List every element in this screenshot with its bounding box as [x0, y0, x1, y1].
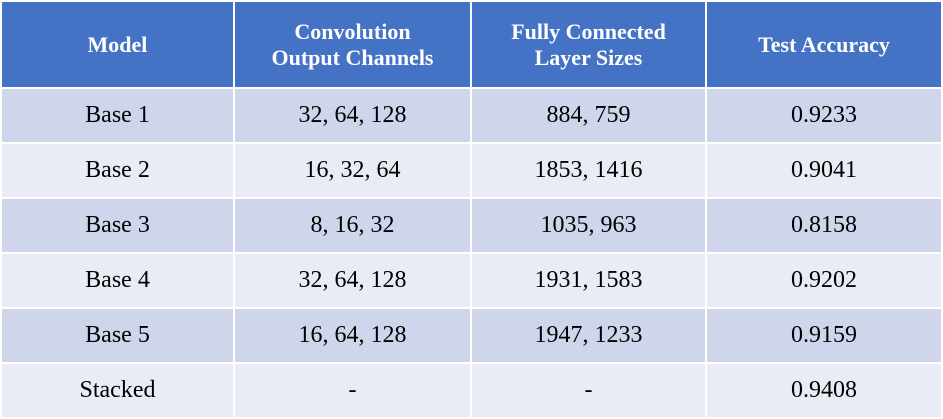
cell-fc-sizes: 1947, 1233 — [470, 307, 707, 364]
table-row: Base 2 16, 32, 64 1853, 1416 0.9041 — [0, 142, 943, 199]
cell-fc-sizes: 1931, 1583 — [470, 252, 707, 309]
cell-fc-sizes: - — [470, 362, 707, 419]
table-row: Base 1 32, 64, 128 884, 759 0.9233 — [0, 87, 943, 144]
cell-test-accuracy: 0.9408 — [705, 362, 943, 419]
header-test-accuracy-line: Test Accuracy — [758, 31, 890, 57]
cell-conv-channels: 32, 64, 128 — [233, 252, 472, 309]
cell-model: Base 3 — [0, 197, 235, 254]
table-row: Base 3 8, 16, 32 1035, 963 0.8158 — [0, 197, 943, 254]
cell-fc-sizes: 1035, 963 — [470, 197, 707, 254]
cell-model: Base 2 — [0, 142, 235, 199]
cell-model: Base 4 — [0, 252, 235, 309]
table-row: Stacked - - 0.9408 — [0, 362, 943, 419]
header-model: Model — [0, 0, 235, 89]
cell-model: Stacked — [0, 362, 235, 419]
cell-fc-sizes: 884, 759 — [470, 87, 707, 144]
header-model-line: Model — [87, 31, 148, 57]
cell-conv-channels: 16, 32, 64 — [233, 142, 472, 199]
cell-test-accuracy: 0.8158 — [705, 197, 943, 254]
cell-conv-channels: 16, 64, 128 — [233, 307, 472, 364]
header-conv-channels-line2: Output Channels — [271, 44, 434, 70]
cell-test-accuracy: 0.9159 — [705, 307, 943, 364]
table-row: Base 5 16, 64, 128 1947, 1233 0.9159 — [0, 307, 943, 364]
cell-model: Base 1 — [0, 87, 235, 144]
table-header: Model Convolution Output Channels Fully … — [0, 0, 943, 89]
cell-fc-sizes: 1853, 1416 — [470, 142, 707, 199]
header-row: Model Convolution Output Channels Fully … — [0, 0, 943, 89]
cell-conv-channels: 32, 64, 128 — [233, 87, 472, 144]
cell-conv-channels: - — [233, 362, 472, 419]
header-conv-channels: Convolution Output Channels — [233, 0, 472, 89]
header-fc-sizes-line2: Layer Sizes — [534, 44, 643, 70]
header-test-accuracy: Test Accuracy — [705, 0, 943, 89]
cell-model: Base 5 — [0, 307, 235, 364]
header-fc-sizes-line1: Fully Connected — [511, 18, 666, 44]
table-body: Base 1 32, 64, 128 884, 759 0.9233 Base … — [0, 87, 943, 419]
cell-test-accuracy: 0.9041 — [705, 142, 943, 199]
header-conv-channels-line1: Convolution — [294, 18, 411, 44]
cell-conv-channels: 8, 16, 32 — [233, 197, 472, 254]
header-fc-sizes: Fully Connected Layer Sizes — [470, 0, 707, 89]
table-row: Base 4 32, 64, 128 1931, 1583 0.9202 — [0, 252, 943, 309]
cell-test-accuracy: 0.9202 — [705, 252, 943, 309]
cell-test-accuracy: 0.9233 — [705, 87, 943, 144]
